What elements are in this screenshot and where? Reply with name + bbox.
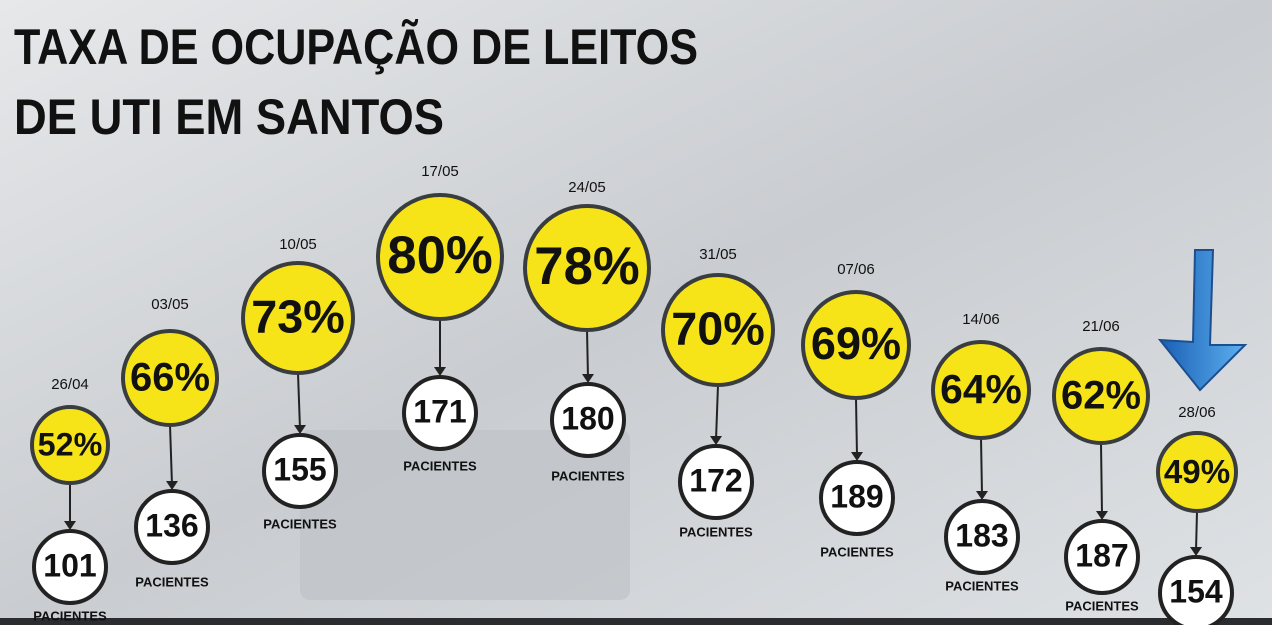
down-arrow — [1157, 249, 1248, 392]
arrow-head — [434, 367, 446, 376]
arrow-head — [582, 374, 594, 383]
occupancy-value: 49% — [1164, 454, 1230, 491]
arrow-head — [1190, 547, 1202, 556]
occupancy-circle — [1156, 431, 1238, 513]
date-label: 28/06 — [1178, 404, 1216, 421]
connector — [715, 384, 719, 441]
patients-circle — [550, 382, 626, 458]
patients-value: 183 — [955, 517, 1008, 553]
patients-value: 187 — [1075, 537, 1128, 573]
occupancy-value: 69% — [811, 318, 901, 369]
patients-circle — [944, 499, 1020, 575]
arrow-head — [851, 452, 863, 461]
occupancy-circle — [801, 290, 911, 400]
occupancy-circle — [241, 261, 355, 375]
connector — [855, 397, 858, 457]
connector — [169, 424, 173, 486]
patients-label: PACIENTES — [820, 544, 894, 559]
arrow-head — [710, 436, 722, 445]
occupancy-value: 64% — [940, 366, 1022, 412]
occupancy-value: 80% — [387, 226, 492, 285]
arrow-head — [294, 425, 306, 434]
patients-value: 136 — [145, 507, 198, 543]
patients-value: 172 — [689, 462, 742, 498]
connector — [586, 329, 589, 379]
patients-circle — [134, 489, 210, 565]
patients-circle — [1064, 519, 1140, 595]
occupancy-circle — [1052, 347, 1150, 445]
occupancy-value: 52% — [38, 427, 103, 463]
date-label: 14/06 — [962, 311, 1000, 328]
arrow-head — [1096, 511, 1108, 520]
patients-value: 155 — [273, 451, 326, 487]
occupancy-circle — [376, 193, 504, 321]
date-label: 10/05 — [279, 236, 317, 253]
patients-value: 154 — [1169, 573, 1223, 609]
date-label: 21/06 — [1082, 318, 1120, 335]
arrow-head — [976, 491, 988, 500]
patients-label: PACIENTES — [1065, 598, 1139, 613]
patients-label: PACIENTES — [33, 608, 107, 623]
patients-value: 180 — [561, 400, 614, 436]
patients-label: PACIENTES — [403, 458, 477, 473]
occupancy-circle — [523, 204, 651, 332]
occupancy-circle — [121, 329, 219, 427]
patients-value: 171 — [413, 393, 466, 429]
patients-label: PACIENTES — [135, 574, 209, 589]
arrow-head — [64, 521, 76, 530]
date-label: 17/05 — [421, 163, 459, 180]
date-label: 07/06 — [837, 261, 875, 278]
patients-label: PACIENTES — [945, 578, 1019, 593]
occupancy-value: 66% — [130, 356, 210, 400]
occupancy-circle — [661, 273, 775, 387]
patients-circle — [402, 375, 478, 451]
date-label: 03/05 — [151, 296, 189, 313]
date-label: 26/04 — [51, 376, 89, 393]
date-label: 24/05 — [568, 179, 606, 196]
title-line: TAXA DE OCUPAÇÃO DE LEITOS — [14, 19, 698, 75]
connector — [297, 372, 301, 430]
connector — [1195, 510, 1198, 552]
occupancy-circle — [931, 340, 1031, 440]
date-label: 31/05 — [699, 246, 737, 263]
patients-circle — [262, 433, 338, 509]
patients-label: PACIENTES — [679, 524, 753, 539]
arrow-head — [166, 481, 178, 490]
patients-circle — [1158, 555, 1234, 625]
patients-value: 189 — [830, 478, 883, 514]
occupancy-circle — [30, 405, 110, 485]
occupancy-value: 62% — [1061, 374, 1141, 418]
patients-circle — [819, 460, 895, 536]
bottom-strip — [0, 618, 1272, 625]
patients-circle — [678, 444, 754, 520]
patients-label: PACIENTES — [551, 468, 625, 483]
patients-circle — [32, 529, 108, 605]
title-line: DE UTI EM SANTOS — [14, 89, 444, 145]
patients-label: PACIENTES — [263, 516, 337, 531]
patients-value: 101 — [43, 547, 96, 583]
occupancy-value: 78% — [534, 237, 639, 296]
connector — [980, 437, 983, 496]
monitor-shape — [300, 430, 630, 600]
connector — [1100, 442, 1103, 516]
occupancy-value: 70% — [671, 302, 765, 354]
occupancy-value: 73% — [251, 290, 345, 342]
